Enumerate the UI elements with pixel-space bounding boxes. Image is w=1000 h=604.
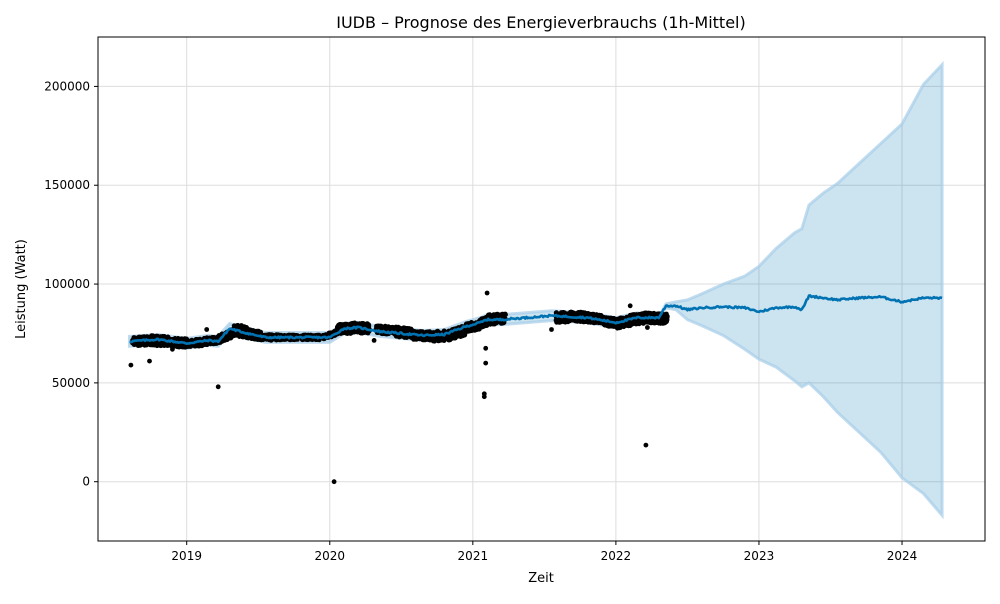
observed-outlier-point [645,325,650,330]
observed-point [165,334,171,340]
observed-point [499,312,505,317]
observed-point [555,319,561,324]
observed-point [615,317,620,323]
observed-outlier-point [483,360,489,366]
observed-point [644,319,650,325]
observed-outlier-point [481,391,487,397]
observed-point [606,322,612,328]
observed-point [591,320,597,326]
observed-point [603,315,609,320]
forecast-line [129,294,943,345]
observed-outlier-point [331,479,337,485]
observed-point [352,321,358,327]
x-tick-label: 2023 [744,549,775,563]
observed-outlier-point [549,327,554,332]
x-tick-label: 2024 [887,549,918,563]
observed-point [234,324,240,330]
y-tick-label: 50000 [52,376,90,390]
observed-outlier-point [215,384,221,390]
observed-point [629,321,635,327]
observed-point [486,312,491,318]
observed-point [345,331,350,336]
observed-point [664,318,669,324]
observed-outlier-point [627,303,633,309]
observed-point [233,332,239,338]
observed-point [392,327,398,332]
x-tick-label: 2019 [171,549,202,563]
observed-point [158,343,164,349]
y-axis-label: Leistung (Watt) [14,239,29,339]
observed-point [364,321,370,327]
observed-point [617,323,623,328]
observed-point [598,313,604,318]
observed-point [585,311,591,316]
observed-point [480,324,485,330]
observed-point [382,323,388,329]
observed-point [225,334,231,339]
chart-title: IUDB – Prognose des Energieverbrauchs (1… [336,13,745,32]
observed-point [633,321,639,326]
observed-point [624,323,630,328]
observed-point [491,312,497,318]
observed-outlier-point [643,442,649,448]
y-tick-label: 0 [82,475,90,489]
observed-outlier-point [483,345,489,351]
observed-point [421,336,426,342]
observed-point [258,337,264,342]
observed-outlier-point [204,327,210,332]
y-tick-label: 200000 [44,79,90,93]
observed-point [401,328,407,333]
observed-point [137,334,143,340]
observed-outlier-point [147,358,152,364]
observed-outlier-point [371,338,377,343]
observed-point [430,330,436,336]
observed-point [441,336,446,342]
forecast-line-layer [129,294,943,345]
x-tick-label: 2020 [314,549,345,563]
x-axis-label: Zeit [528,571,554,586]
observed-point [629,313,635,318]
observed-point [485,321,490,327]
observed-outlier-point [484,290,490,296]
x-tick-label: 2022 [601,549,632,563]
tick-layer: 2019 2020 2021 2022 2023 2024 0 50000 100000 1500… [44,79,917,563]
observed-point [657,320,662,326]
observed-outlier-point [128,362,134,368]
observed-outlier-point [170,346,175,352]
observed-point [460,332,466,338]
y-tick-label: 150000 [44,178,90,192]
observed-point [437,337,442,343]
y-tick-label: 100000 [44,277,90,291]
observed-point [452,334,457,340]
plot-frame [97,36,986,542]
observed-point [179,337,184,343]
observed-point [643,311,648,317]
observed-point [613,324,619,329]
observed-point [245,327,250,332]
observed-point [204,341,209,347]
observed-point [579,310,585,316]
x-tick-label: 2021 [458,549,489,563]
observed-point [573,312,579,318]
